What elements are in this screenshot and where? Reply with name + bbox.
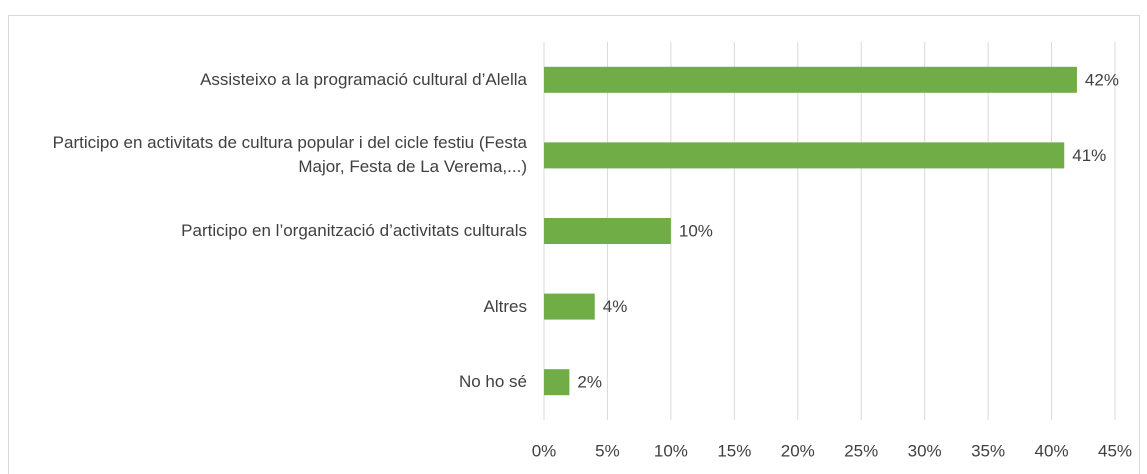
bar [544,66,1077,93]
bar [544,369,570,396]
x-tick-label: 5% [595,441,620,460]
value-label: 41% [1072,146,1106,165]
bar [544,142,1065,169]
x-tick-label: 20% [781,441,815,460]
category-label: Participo en l’organització d’activitats… [181,221,527,240]
x-tick-label: 25% [844,441,878,460]
value-label: 4% [603,297,628,316]
category-label: Altres [483,296,527,316]
bar [544,293,595,320]
value-label: 10% [679,221,713,240]
x-tick-label: 0% [532,441,557,460]
x-tick-label: 30% [908,441,942,460]
category-label: Participo en activitats de cultura popul… [52,133,527,177]
x-tick-label: 35% [971,441,1005,460]
x-tick-label: 15% [717,441,751,460]
value-label: 42% [1085,70,1119,89]
category-label: Assisteixo a la programació cultural d’A… [200,69,527,89]
chart-border [8,15,1140,474]
x-tick-label: 45% [1098,441,1132,460]
x-tick-label: 10% [654,441,688,460]
value-label: 2% [577,373,602,392]
bar [544,218,671,244]
category-label: No ho sé [458,372,527,392]
x-tick-label: 40% [1035,441,1069,460]
